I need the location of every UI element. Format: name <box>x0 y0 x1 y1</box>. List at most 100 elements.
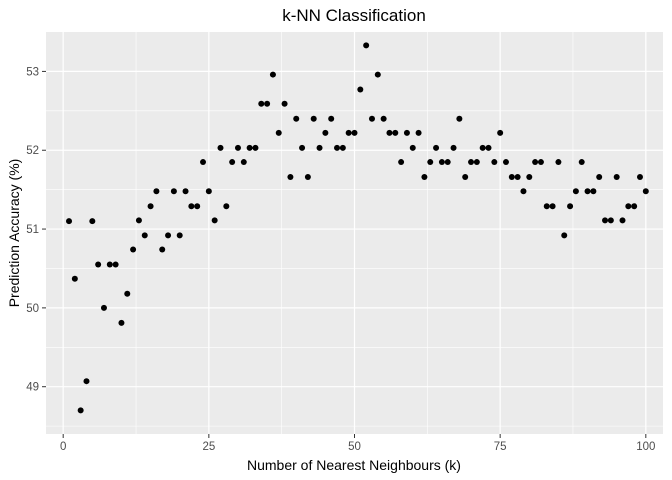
data-point <box>153 188 160 195</box>
data-point <box>491 159 498 166</box>
data-point <box>66 218 73 225</box>
data-point <box>258 100 265 107</box>
data-point <box>450 144 457 151</box>
data-point <box>211 217 218 224</box>
data-point <box>223 203 230 210</box>
data-point <box>130 246 137 253</box>
data-point <box>403 129 410 136</box>
data-point <box>625 203 632 210</box>
data-point <box>543 203 550 210</box>
data-point <box>293 115 300 122</box>
data-point <box>520 188 527 195</box>
data-point <box>456 115 463 122</box>
data-point <box>427 159 434 166</box>
data-point <box>240 159 247 166</box>
data-point <box>77 407 84 414</box>
data-point <box>246 144 253 151</box>
data-point <box>205 188 212 195</box>
data-point <box>421 174 428 181</box>
data-point <box>497 129 504 136</box>
data-point <box>147 203 154 210</box>
data-point <box>584 188 591 195</box>
data-point <box>316 144 323 151</box>
data-point <box>106 261 113 268</box>
x-axis-ticks: 0 25 50 75 100 <box>60 434 655 453</box>
x-tick-label: 75 <box>494 441 507 453</box>
data-point <box>170 188 177 195</box>
data-point <box>514 174 521 181</box>
data-point <box>351 129 358 136</box>
y-axis-ticks: 49 50 51 52 53 <box>26 66 46 394</box>
data-point <box>532 159 539 166</box>
data-point <box>188 203 195 210</box>
data-point <box>357 86 364 93</box>
data-point <box>229 159 236 166</box>
data-point <box>526 174 533 181</box>
y-tick-label: 51 <box>26 224 39 236</box>
data-point <box>363 42 370 49</box>
data-points <box>66 42 649 414</box>
data-point <box>299 144 306 151</box>
data-point <box>182 188 189 195</box>
y-axis-title: Prediction Accuracy (%) <box>6 159 22 308</box>
y-tick-label: 49 <box>26 382 39 394</box>
data-point <box>176 232 183 239</box>
data-point <box>135 217 142 224</box>
data-point <box>602 217 609 224</box>
data-point <box>374 71 381 78</box>
data-point <box>380 115 387 122</box>
data-point <box>112 261 119 268</box>
y-tick-label: 50 <box>26 303 39 315</box>
data-point <box>386 129 393 136</box>
data-point <box>339 144 346 151</box>
data-point <box>95 261 102 268</box>
data-point <box>438 159 445 166</box>
data-point <box>118 319 125 326</box>
x-tick-label: 100 <box>636 441 655 453</box>
data-point <box>368 115 375 122</box>
data-point <box>264 100 271 107</box>
data-point <box>607 217 614 224</box>
data-point <box>479 144 486 151</box>
x-tick-label: 25 <box>202 441 215 453</box>
data-point <box>555 159 562 166</box>
data-point <box>462 174 469 181</box>
data-point <box>485 144 492 151</box>
data-point <box>561 232 568 239</box>
data-point <box>71 275 78 282</box>
grid-major <box>46 32 663 434</box>
data-point <box>334 144 341 151</box>
data-point <box>322 129 329 136</box>
data-point <box>502 159 509 166</box>
data-point <box>409 144 416 151</box>
data-point <box>636 174 643 181</box>
x-tick-label: 0 <box>60 441 66 453</box>
chart-title: k-NN Classification <box>282 6 426 25</box>
y-tick-label: 52 <box>26 145 39 157</box>
data-point <box>619 217 626 224</box>
data-point <box>310 115 317 122</box>
data-point <box>468 159 475 166</box>
data-point <box>100 304 107 311</box>
x-tick-label: 50 <box>348 441 361 453</box>
data-point <box>275 129 282 136</box>
data-point <box>304 174 311 181</box>
data-point <box>631 203 638 210</box>
data-point <box>596 174 603 181</box>
data-point <box>269 71 276 78</box>
data-point <box>83 378 90 385</box>
data-point <box>345 129 352 136</box>
x-axis-title: Number of Nearest Neighbours (k) <box>247 457 461 473</box>
data-point <box>194 203 201 210</box>
data-point <box>281 100 288 107</box>
data-point <box>590 188 597 195</box>
data-point <box>124 290 131 297</box>
data-point <box>89 218 96 225</box>
data-point <box>328 115 335 122</box>
data-point <box>433 144 440 151</box>
data-point <box>549 203 556 210</box>
data-point <box>567 203 574 210</box>
data-point <box>165 232 172 239</box>
data-point <box>578 159 585 166</box>
